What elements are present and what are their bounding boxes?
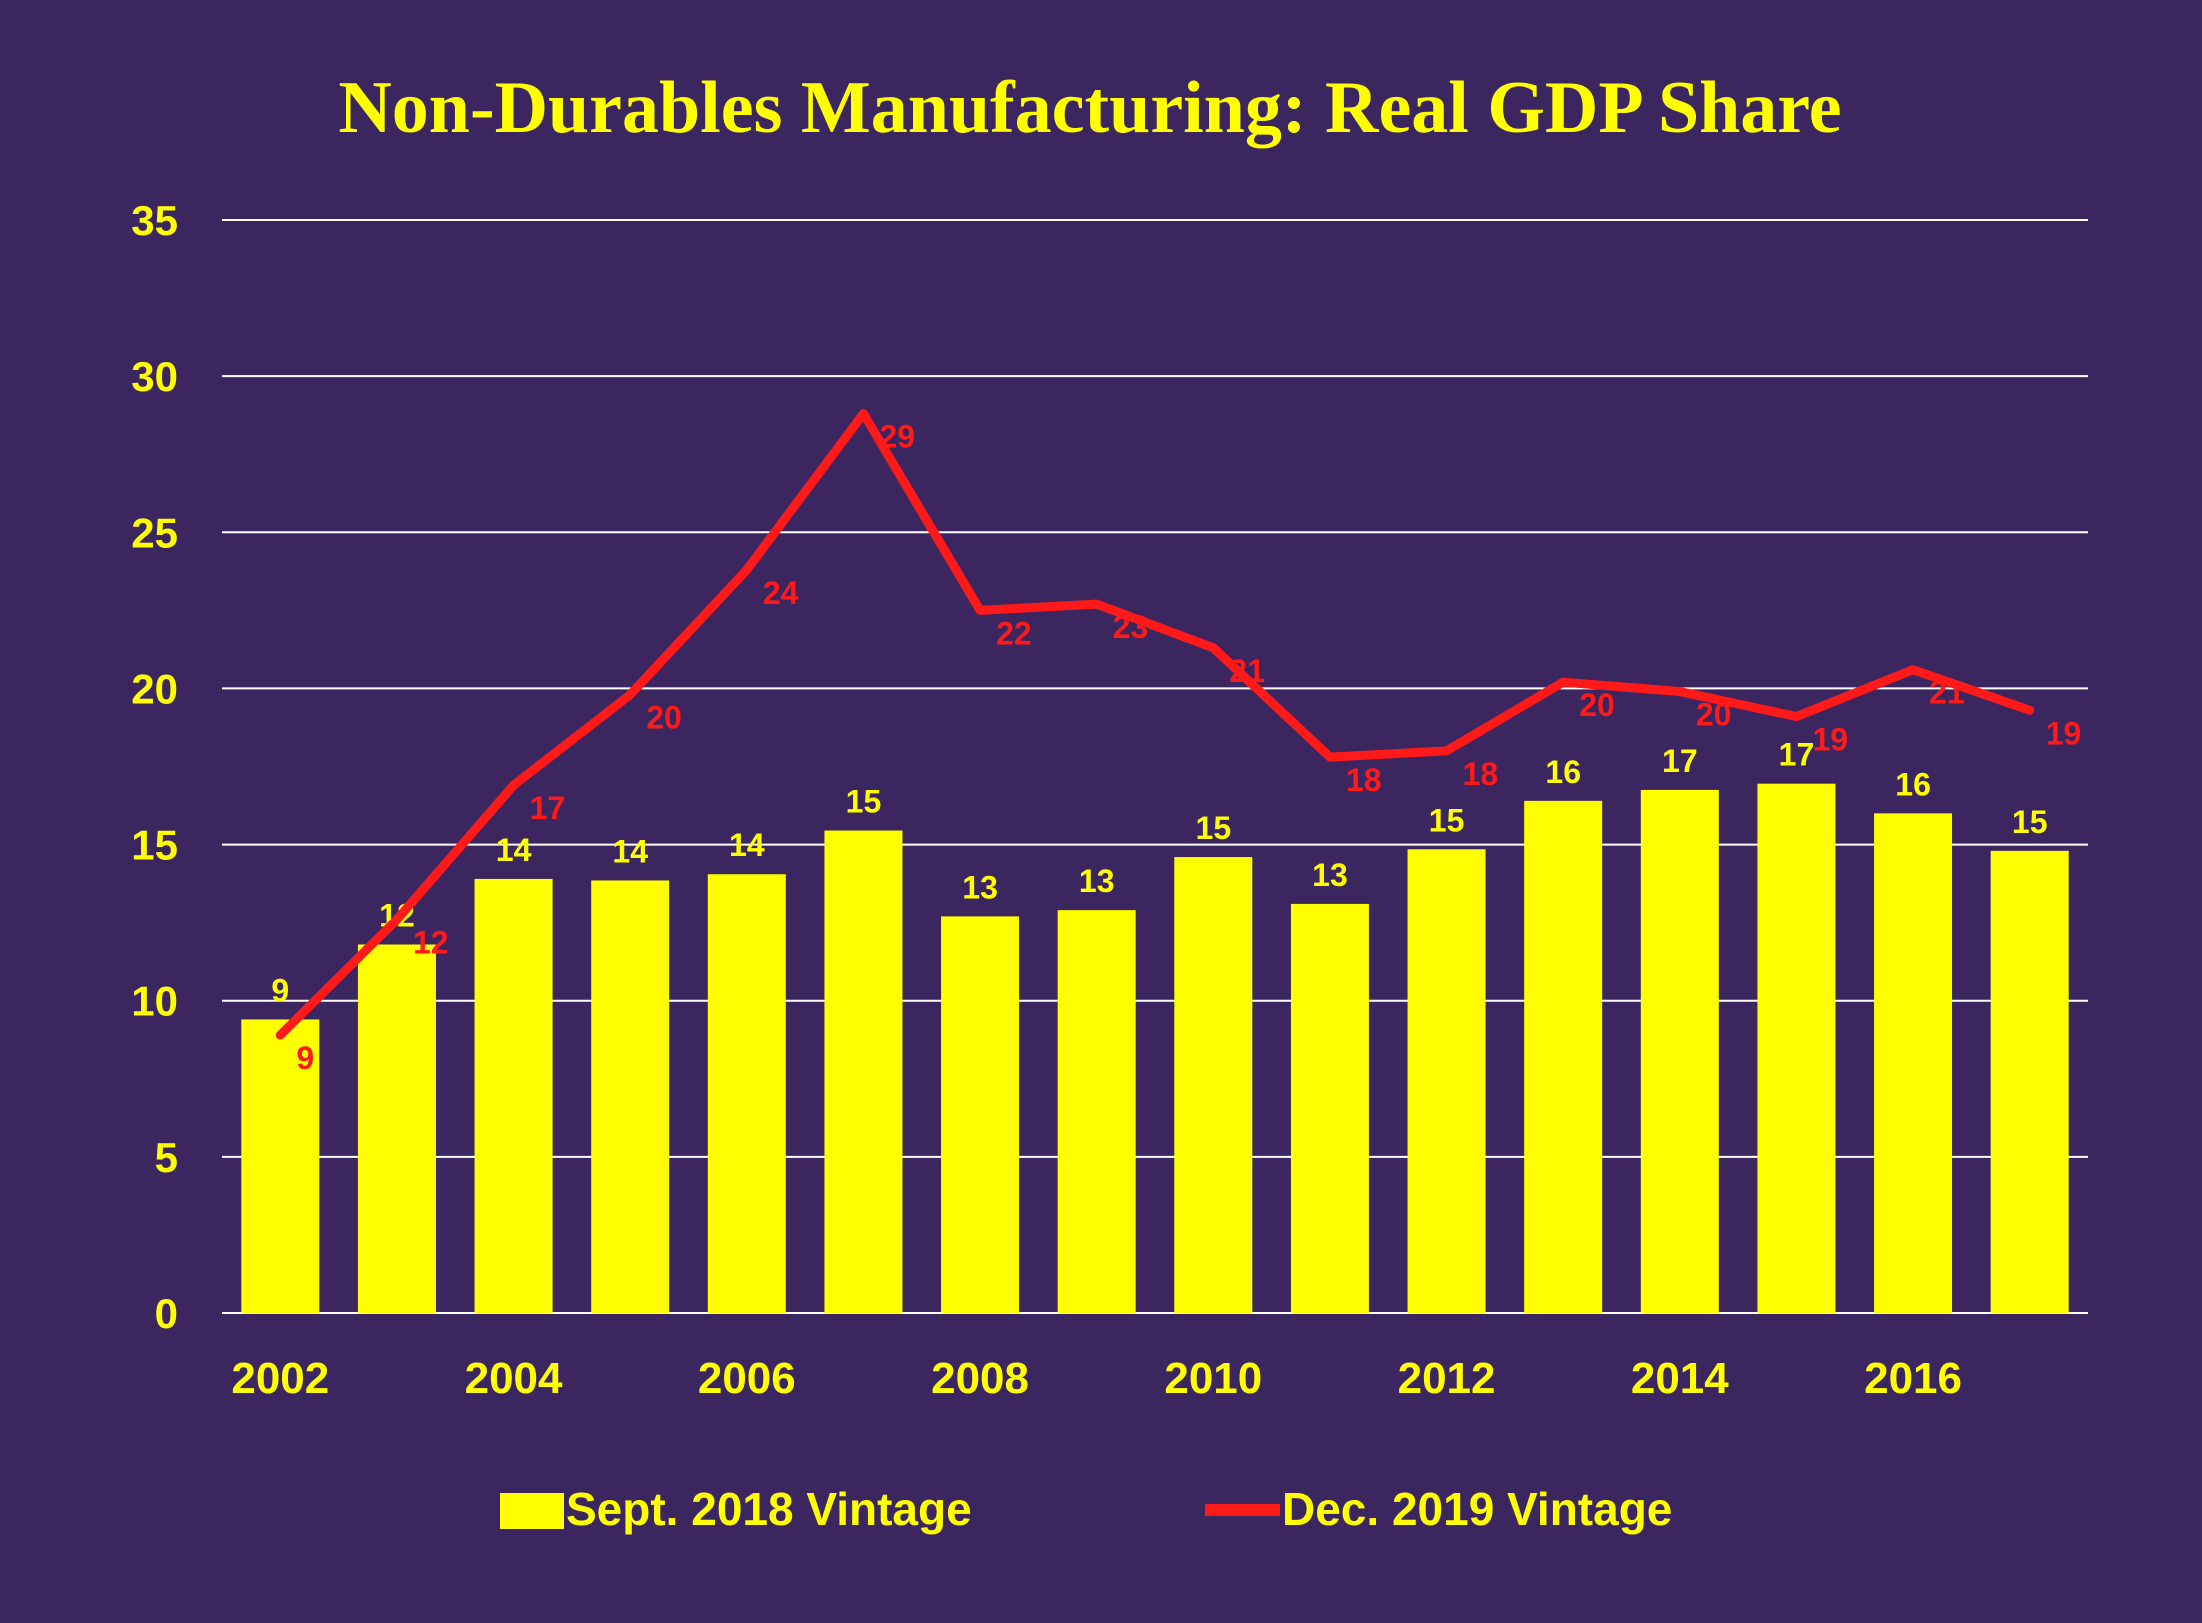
bar [1174,857,1253,1313]
line-data-label: 18 [1346,762,1382,798]
y-tick-label: 0 [155,1290,178,1337]
y-tick-label: 10 [131,978,178,1025]
y-tick-label: 5 [155,1134,178,1181]
bar [241,1019,320,1313]
bar-series [241,783,2069,1313]
line-data-labels: 9 12 17 20 24 29 22 23 21 18 18 20 20 19 21 19 [296,419,2081,1076]
legend-bar-label: Sept. 2018 Vintage [566,1483,972,1535]
line-series [275,409,2035,1040]
bar-data-label: 15 [1429,802,1465,838]
legend: Sept. 2018 Vintage Dec. 2019 Vintage [500,1483,1672,1535]
line-data-label: 19 [1812,722,1848,758]
bar-data-label: 14 [612,833,648,869]
line-path [275,409,2035,1040]
bar-data-labels: 9 12 14 14 14 15 13 13 15 13 15 16 17 17 16 15 [271,737,2047,1009]
bar-data-label: 15 [846,784,882,820]
x-tick-label: 2004 [465,1354,563,1403]
bar-data-label: 17 [1779,737,1815,773]
x-tick-label: 2016 [1864,1354,1962,1403]
bar [941,916,1020,1313]
y-tick-label: 15 [131,822,178,869]
bar [707,874,786,1313]
line-data-label: 21 [1929,675,1965,711]
line-data-label: 29 [879,419,915,455]
bar-data-label: 17 [1662,743,1698,779]
bar [591,880,670,1313]
line-data-label: 9 [296,1040,314,1076]
bar [1057,910,1136,1313]
bar-data-label: 13 [962,869,998,905]
line-data-label: 20 [1696,697,1732,733]
bar [1640,789,1719,1313]
bar [1990,850,2069,1313]
bar [1407,849,1486,1313]
bar-data-label: 15 [2012,804,2048,840]
y-tick-label: 20 [131,665,178,712]
bar-data-label: 14 [496,832,532,868]
line-data-label: 24 [763,575,799,611]
x-tick-label: 2014 [1631,1354,1729,1403]
bar [474,878,553,1313]
line-data-label: 22 [996,615,1032,651]
bar-data-label: 13 [1079,863,1115,899]
y-axis-ticks: 0 5 10 15 20 25 30 35 [131,197,178,1337]
y-tick-label: 35 [131,197,178,244]
x-tick-label: 2012 [1398,1354,1496,1403]
bar-data-label: 15 [1196,810,1232,846]
line-data-label: 12 [413,925,449,961]
bar [824,830,903,1313]
bar-data-label: 13 [1312,857,1348,893]
line-data-label: 18 [1463,756,1499,792]
bar-data-label: 9 [271,972,289,1008]
line-data-label: 21 [1229,653,1265,689]
line-data-label: 23 [1113,609,1149,645]
line-data-label: 17 [530,790,566,826]
bar [1290,903,1369,1313]
bar-data-label: 16 [1545,754,1581,790]
bar [1757,783,1836,1313]
legend-line-label: Dec. 2019 Vintage [1282,1483,1672,1535]
x-tick-label: 2006 [698,1354,796,1403]
x-tick-label: 2010 [1164,1354,1262,1403]
bar [1524,800,1603,1313]
x-tick-label: 2008 [931,1354,1029,1403]
line-data-label: 20 [646,700,682,736]
line-data-label: 19 [2046,715,2082,751]
bar-data-label: 16 [1895,766,1931,802]
x-axis-ticks: 2002 2004 2006 2008 2010 2012 2014 2016 [231,1354,1962,1403]
x-tick-label: 2002 [231,1354,329,1403]
chart-title: Non-Durables Manufacturing: Real GDP Sha… [338,67,1841,149]
legend-bar-swatch [500,1493,564,1529]
line-data-label: 20 [1579,687,1615,723]
y-tick-label: 30 [131,353,178,400]
bar [1874,813,1953,1313]
bar [357,944,436,1313]
y-tick-label: 25 [131,509,178,556]
bar-data-label: 14 [729,827,765,863]
